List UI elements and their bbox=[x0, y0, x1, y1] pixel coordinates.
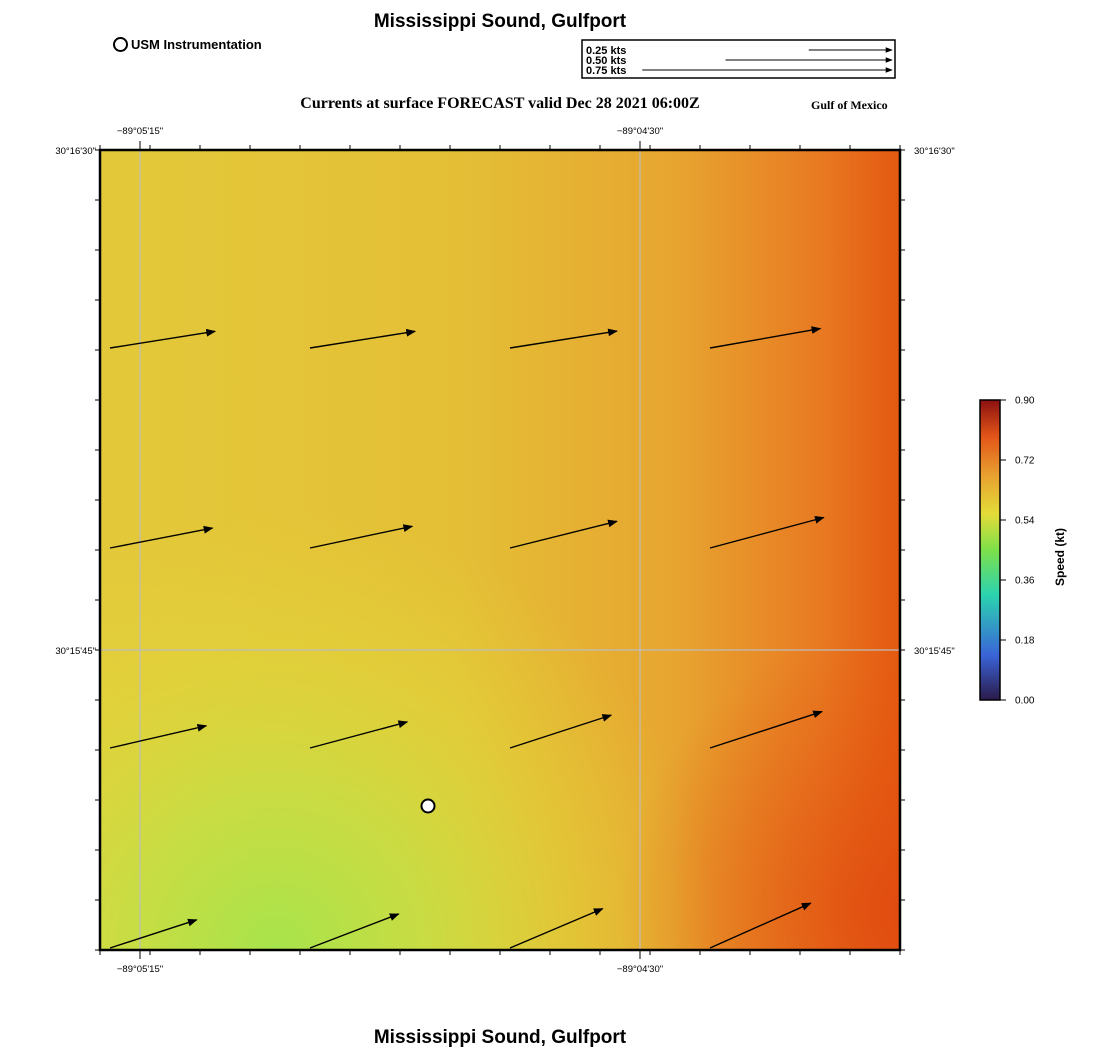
station-legend-label: USM Instrumentation bbox=[131, 37, 262, 52]
footer-title: Mississippi Sound, Gulfport bbox=[373, 1027, 627, 1048]
axis-labels: −89°05'15" −89°04'30" −89°05'15" −89°04'… bbox=[55, 126, 954, 975]
forecast-subtitle: Currents at surface FORECAST valid Dec 2… bbox=[300, 95, 700, 112]
scale-label-050: 0.50 kts bbox=[586, 55, 626, 67]
lon-label-top-2: −89°04'30" bbox=[617, 126, 663, 137]
current-vector-2-0 bbox=[109, 723, 208, 749]
current-vector-0-0 bbox=[109, 328, 217, 349]
station-legend: USM Instrumentation bbox=[113, 37, 262, 52]
current-vector-0-1 bbox=[309, 328, 417, 349]
lon-label-bottom-1: −89°05'15" bbox=[117, 964, 163, 975]
station-marker[interactable] bbox=[420, 798, 436, 814]
current-vector-3-2 bbox=[509, 908, 604, 949]
vector-scale-legend: 0.25 kts 0.50 kts 0.75 kts bbox=[581, 39, 896, 79]
current-vector-1-3 bbox=[709, 516, 825, 549]
current-vector-2-3 bbox=[709, 710, 823, 749]
current-vector-0-2 bbox=[509, 328, 618, 349]
current-vector-1-0 bbox=[109, 525, 214, 549]
lat-label-right-1: 30°16'30" bbox=[914, 146, 955, 157]
station-marker-icon bbox=[113, 37, 128, 52]
current-vector-0-3 bbox=[709, 326, 822, 349]
current-vectors bbox=[109, 326, 825, 949]
colorbar-tick-label: 0.72 bbox=[1015, 456, 1035, 467]
colorbar-tick-label: 0.54 bbox=[1015, 516, 1035, 527]
lat-label-left-2: 30°15'45" bbox=[55, 646, 96, 657]
current-vector-3-3 bbox=[709, 902, 812, 949]
graticule bbox=[100, 150, 900, 950]
lon-label-bottom-2: −89°04'30" bbox=[617, 964, 663, 975]
speed-field bbox=[100, 150, 900, 950]
region-label: Gulf of Mexico bbox=[811, 98, 888, 112]
map-title: Mississippi Sound, Gulfport bbox=[373, 11, 627, 32]
colorbar: 0.00 0.18 0.36 0.54 0.72 0.90 bbox=[979, 396, 1035, 707]
current-vector-3-0 bbox=[109, 918, 198, 949]
colorbar-tick-label: 0.00 bbox=[1015, 696, 1035, 707]
current-vector-1-1 bbox=[309, 524, 414, 549]
lat-label-right-2: 30°15'45" bbox=[914, 646, 955, 657]
lat-label-left-1: 30°16'30" bbox=[55, 146, 96, 157]
current-vector-2-1 bbox=[309, 720, 409, 749]
colorbar-ramp bbox=[979, 399, 1001, 701]
current-vector-2-2 bbox=[509, 714, 613, 749]
scale-label-025: 0.25 kts bbox=[586, 45, 626, 57]
colorbar-tick-label: 0.90 bbox=[1015, 396, 1035, 407]
colorbar-tick-label: 0.18 bbox=[1015, 636, 1035, 647]
scale-label-075: 0.75 kts bbox=[586, 65, 626, 77]
current-vector-1-2 bbox=[509, 519, 618, 549]
current-vector-3-1 bbox=[309, 913, 400, 949]
lon-label-top-1: −89°05'15" bbox=[117, 126, 163, 137]
map-frame bbox=[98, 148, 902, 952]
colorbar-label: Speed (kt) bbox=[1053, 528, 1067, 587]
colorbar-tick-label: 0.36 bbox=[1015, 576, 1035, 587]
